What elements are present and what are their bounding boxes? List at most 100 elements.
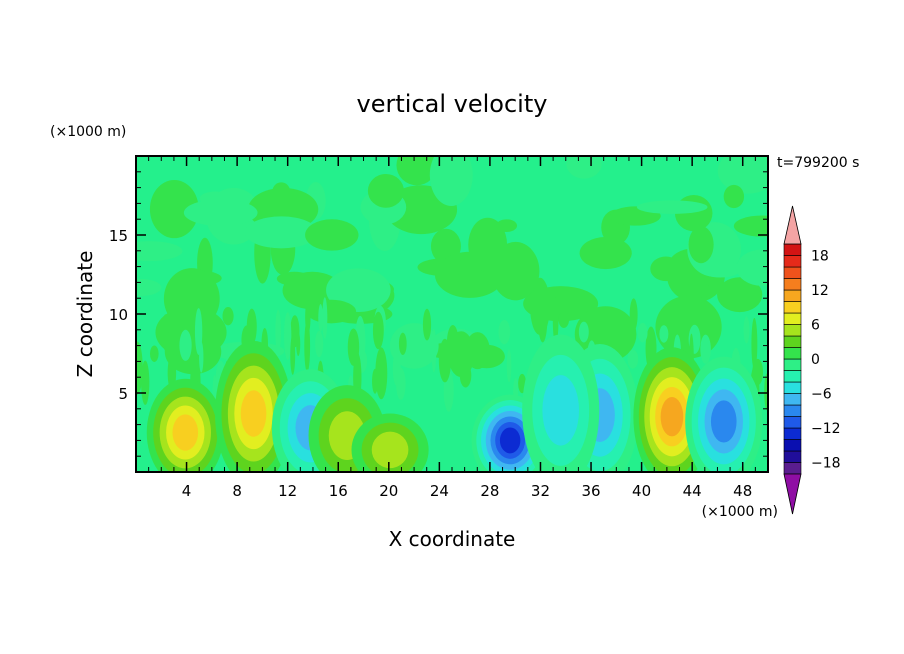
contour-patch <box>636 200 708 214</box>
contour-patch <box>396 156 438 186</box>
plot-area <box>135 155 769 473</box>
contour-streak <box>290 334 296 375</box>
colorbar-segment <box>783 381 802 394</box>
colorbar-tick-label: −18 <box>811 456 841 472</box>
colorbar-segment <box>783 416 802 429</box>
contour-patch <box>136 278 162 297</box>
contour-streak <box>537 295 548 343</box>
colorbar-tick-label: 18 <box>811 249 829 265</box>
x-tick-label: 48 <box>733 482 752 500</box>
colorbar-segment <box>783 347 802 360</box>
y-unit-label: (×1000 m) <box>50 124 126 140</box>
contour-streak <box>506 349 512 383</box>
contour-field <box>136 156 768 472</box>
x-tick-label: 44 <box>683 482 702 500</box>
colorbar-over-triangle <box>783 205 802 245</box>
contour-cell-level <box>660 397 684 437</box>
contour-streak <box>578 321 589 343</box>
colorbar-segment <box>783 393 802 406</box>
contour-streak <box>498 319 511 345</box>
x-unit-label: (×1000 m) <box>702 504 778 520</box>
contour-patch <box>736 249 768 286</box>
colorbar-segment <box>783 255 802 268</box>
y-tick-label: 10 <box>109 306 128 324</box>
colorbar-under-triangle <box>783 473 802 515</box>
colorbar-segment <box>783 312 802 325</box>
contour-streak <box>149 345 159 362</box>
contour-streak <box>552 297 559 344</box>
contour-streak <box>322 297 328 339</box>
colorbar-segment <box>783 358 802 371</box>
colorbar-segment <box>783 439 802 452</box>
colorbar-segment <box>783 335 802 348</box>
contour-streak <box>398 332 407 355</box>
colorbar-segment <box>783 301 802 314</box>
colorbar-segment <box>783 324 802 337</box>
contour-patch <box>367 174 404 208</box>
contour-patch <box>566 156 602 179</box>
contour-patch <box>429 156 473 206</box>
contour-patch <box>723 184 745 209</box>
contour-streak <box>752 358 764 386</box>
contour-cell-level <box>542 375 580 446</box>
contour-streak <box>751 317 758 370</box>
colorbar: 18 12 6 0 −6 −12 −18 <box>783 205 841 515</box>
colorbar-tick-label: −6 <box>811 387 832 403</box>
contour-patch <box>136 241 183 262</box>
contour-patch <box>183 199 258 227</box>
colorbar-tick-label: 6 <box>811 318 820 334</box>
contour-streak <box>438 338 451 383</box>
contour-patch <box>305 219 359 251</box>
colorbar-segment <box>783 243 802 256</box>
x-tick-label: 32 <box>531 482 550 500</box>
contour-streak <box>743 316 750 344</box>
colorbar-tick-label: 12 <box>811 283 829 299</box>
contour-cell-level <box>710 400 737 443</box>
x-tick-label: 28 <box>480 482 499 500</box>
contour-streak <box>431 328 437 373</box>
contour-patch <box>496 219 518 232</box>
contour-streak <box>246 308 257 345</box>
contour-patch <box>465 332 490 370</box>
x-tick-label: 8 <box>232 482 242 500</box>
colorbar-tick-label: 0 <box>811 352 820 368</box>
colorbar-segment <box>783 289 802 302</box>
contour-streak <box>459 363 472 388</box>
x-axis: 4 8 12 16 20 24 28 32 36 40 44 48 <box>148 156 756 500</box>
contour-streak <box>372 368 379 394</box>
contour-patch <box>699 260 742 278</box>
contour-streak <box>375 347 388 400</box>
y-axis-label: Z coordinate <box>73 251 97 378</box>
contour-streak <box>659 325 669 343</box>
contour-patch <box>717 277 763 313</box>
contour-cell-level <box>240 390 267 437</box>
colorbar-tick-label: −12 <box>811 421 841 437</box>
contour-patch <box>579 237 632 270</box>
contour-patch <box>717 156 768 194</box>
x-tick-label: 4 <box>182 482 192 500</box>
contour-streak <box>296 332 301 356</box>
x-tick-label: 12 <box>278 482 297 500</box>
contour-patch <box>244 216 318 249</box>
contour-patch <box>688 226 714 264</box>
contour-streak <box>179 329 192 361</box>
colorbar-segment <box>783 404 802 417</box>
x-tick-label: 20 <box>379 482 398 500</box>
x-tick-label: 40 <box>632 482 651 500</box>
contour-cell-level <box>172 414 199 451</box>
contour-cell-level <box>499 427 521 454</box>
contour-streak <box>637 322 648 343</box>
colorbar-segment <box>783 462 802 475</box>
contour-streak <box>284 312 292 360</box>
y-axis: 5 10 15 <box>109 171 768 457</box>
contour-patch <box>733 215 768 237</box>
colorbar-segment <box>783 450 802 463</box>
contour-streak <box>558 311 570 328</box>
contour-patch <box>306 299 357 324</box>
time-label: t=799200 s <box>777 155 859 171</box>
x-tick-label: 36 <box>581 482 600 500</box>
colorbar-segment <box>783 370 802 383</box>
x-tick-label: 24 <box>430 482 449 500</box>
y-tick-label: 5 <box>118 385 128 403</box>
